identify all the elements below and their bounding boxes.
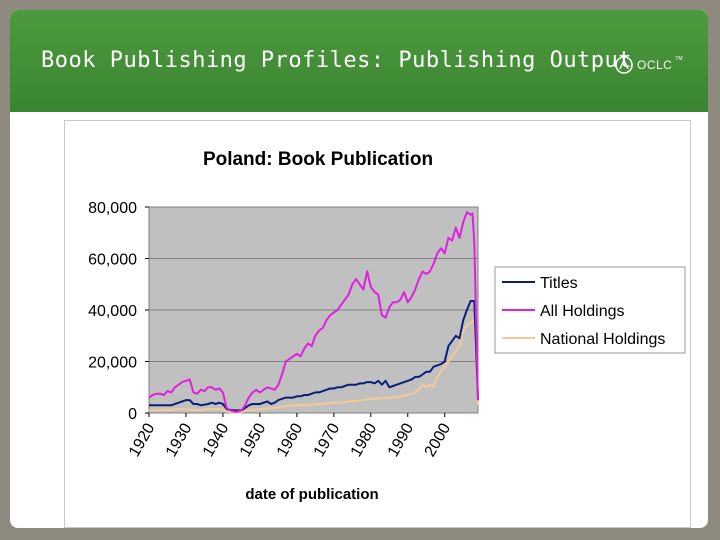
x-axis-label: date of publication [245, 486, 378, 503]
x-tick-label: 1920 [126, 420, 159, 459]
series-line-titles [149, 300, 479, 412]
y-tick-label: 0 [128, 406, 137, 423]
x-tick-label: 1980 [348, 420, 381, 459]
gridlines [145, 206, 478, 414]
series-line-all-holdings [148, 211, 479, 413]
series-lines [148, 211, 479, 414]
legend-label: National Holdings [540, 331, 665, 348]
legend-label: Titles [540, 275, 578, 292]
chart-frame: Poland: Book Publication 0 20,000 40,000 60… [64, 120, 691, 528]
series-line-national-holdings [149, 319, 479, 414]
x-tick-label: 1940 [200, 420, 233, 459]
y-tick-label: 40,000 [88, 303, 137, 320]
title-banner: Book Publishing Profiles: Publishing Out… [10, 10, 708, 112]
x-tick-label: 1970 [311, 420, 344, 459]
y-tick-labels: 0 20,000 40,000 60,000 80,000 [88, 200, 137, 423]
x-tick-labels: 1920 1930 1940 1950 1960 1970 1980 1990 2000 [126, 413, 454, 460]
oclc-logo: OCLC TM [614, 54, 683, 76]
y-tick-label: 60,000 [88, 252, 137, 269]
legend-label: All Holdings [540, 303, 624, 320]
x-tick-label: 1950 [237, 420, 270, 459]
y-tick-label: 80,000 [88, 200, 137, 217]
legend: Titles All Holdings National Holdings [494, 266, 686, 354]
x-tick-label: 1930 [163, 420, 196, 459]
x-tick-label: 1960 [274, 420, 307, 459]
chart-title: Poland: Book Publication [203, 149, 433, 170]
x-tick-label: 1990 [385, 420, 418, 459]
chart: Poland: Book Publication 0 20,000 40,000 60… [88, 149, 686, 503]
slide-title: Book Publishing Profiles: Publishing Out… [41, 48, 633, 73]
y-tick-label: 20,000 [88, 355, 137, 372]
oclc-logo-icon [615, 56, 633, 74]
x-tick-label: 2000 [422, 420, 455, 459]
logo-text: OCLC [637, 58, 673, 72]
logo-trademark: TM [675, 56, 683, 62]
slide: Book Publishing Profiles: Publishing Out… [10, 10, 708, 528]
